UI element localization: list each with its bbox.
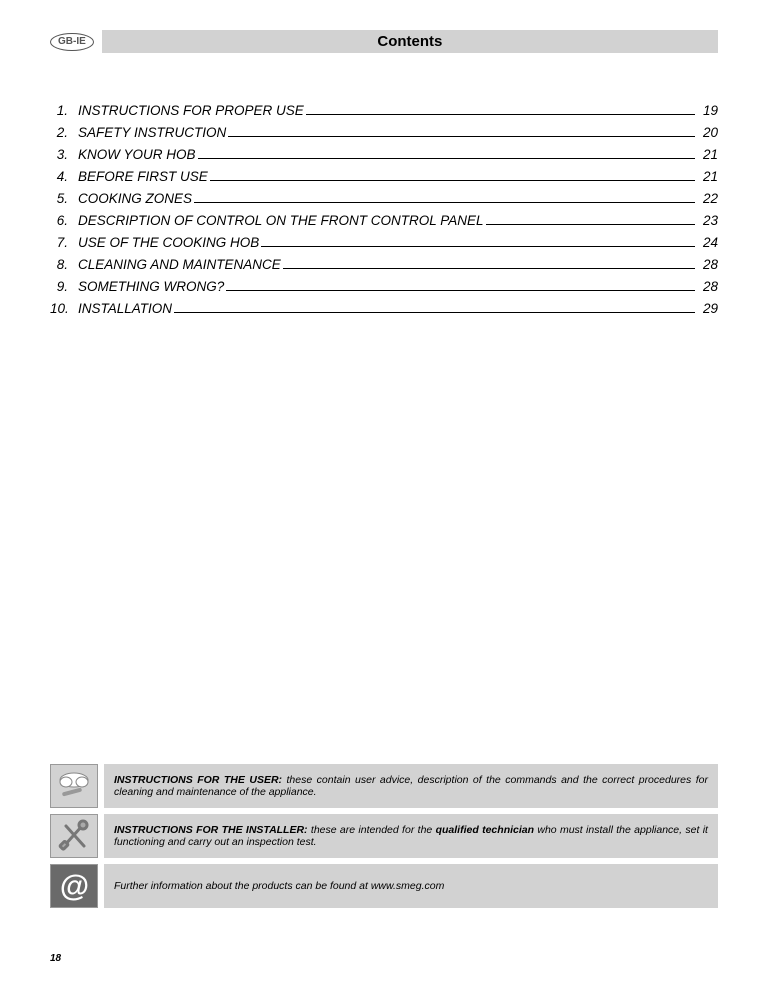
toc-page: 28 bbox=[699, 279, 718, 294]
toc-title: KNOW YOUR HOB bbox=[78, 147, 196, 162]
toc-row: 7. USE OF THE COOKING HOB 24 bbox=[50, 235, 718, 250]
info-web-row: @ Further information about the products… bbox=[50, 864, 718, 908]
toc-row: 2. SAFETY INSTRUCTION 20 bbox=[50, 125, 718, 140]
info-user-lead: INSTRUCTIONS FOR THE USER: bbox=[114, 774, 282, 786]
toc-row: 8. CLEANING AND MAINTENANCE 28 bbox=[50, 257, 718, 272]
toc-row: 6. DESCRIPTION OF CONTROL ON THE FRONT C… bbox=[50, 213, 718, 228]
info-installer-lead: INSTRUCTIONS FOR THE INSTALLER: bbox=[114, 824, 308, 836]
at-sign-icon: @ bbox=[50, 864, 98, 908]
toc-leader bbox=[486, 224, 695, 225]
toc-title: SOMETHING WRONG? bbox=[78, 279, 224, 294]
toc-number: 7. bbox=[50, 235, 78, 250]
toc-leader bbox=[261, 246, 695, 247]
toc-leader bbox=[174, 312, 695, 313]
toc-page: 23 bbox=[699, 213, 718, 228]
toc-leader bbox=[228, 136, 695, 137]
toc-number: 8. bbox=[50, 257, 78, 272]
toc-leader bbox=[226, 290, 695, 291]
info-installer-mid: these are intended for the bbox=[308, 824, 436, 836]
toc-leader bbox=[306, 114, 695, 115]
info-user-text: INSTRUCTIONS FOR THE USER: these contain… bbox=[104, 764, 718, 808]
toc-title: BEFORE FIRST USE bbox=[78, 169, 208, 184]
toc-number: 5. bbox=[50, 191, 78, 206]
toc-row: 10. INSTALLATION 29 bbox=[50, 301, 718, 316]
table-of-contents: 1. INSTRUCTIONS FOR PROPER USE 19 2. SAF… bbox=[50, 103, 718, 316]
toc-row: 3. KNOW YOUR HOB 21 bbox=[50, 147, 718, 162]
toc-number: 2. bbox=[50, 125, 78, 140]
toc-page: 21 bbox=[699, 147, 718, 162]
toc-title: INSTALLATION bbox=[78, 301, 172, 316]
page-title: Contents bbox=[102, 30, 718, 53]
info-user-row: INSTRUCTIONS FOR THE USER: these contain… bbox=[50, 764, 718, 808]
toc-title: SAFETY INSTRUCTION bbox=[78, 125, 226, 140]
toc-page: 20 bbox=[699, 125, 718, 140]
toc-number: 10. bbox=[50, 301, 78, 316]
info-web-text: Further information about the products c… bbox=[104, 864, 718, 908]
toc-page: 24 bbox=[699, 235, 718, 250]
toc-row: 1. INSTRUCTIONS FOR PROPER USE 19 bbox=[50, 103, 718, 118]
toc-page: 19 bbox=[699, 103, 718, 118]
toc-title: USE OF THE COOKING HOB bbox=[78, 235, 259, 250]
toc-leader bbox=[210, 180, 695, 181]
toc-page: 21 bbox=[699, 169, 718, 184]
toc-page: 29 bbox=[699, 301, 718, 316]
toc-number: 1. bbox=[50, 103, 78, 118]
header-row: GB-IE Contents bbox=[50, 30, 718, 53]
info-installer-text: INSTRUCTIONS FOR THE INSTALLER: these ar… bbox=[104, 814, 718, 858]
page-number: 18 bbox=[50, 953, 61, 964]
toc-title: COOKING ZONES bbox=[78, 191, 192, 206]
info-installer-bold: qualified technician bbox=[436, 824, 534, 836]
toc-row: 5. COOKING ZONES 22 bbox=[50, 191, 718, 206]
toc-number: 4. bbox=[50, 169, 78, 184]
toc-row: 9. SOMETHING WRONG? 28 bbox=[50, 279, 718, 294]
toc-title: DESCRIPTION OF CONTROL ON THE FRONT CONT… bbox=[78, 213, 484, 228]
info-section: INSTRUCTIONS FOR THE USER: these contain… bbox=[50, 764, 718, 914]
toc-number: 3. bbox=[50, 147, 78, 162]
toc-leader bbox=[198, 158, 695, 159]
toc-leader bbox=[194, 202, 695, 203]
toc-page: 28 bbox=[699, 257, 718, 272]
toc-title: CLEANING AND MAINTENANCE bbox=[78, 257, 281, 272]
svg-text:@: @ bbox=[59, 870, 88, 903]
toc-number: 9. bbox=[50, 279, 78, 294]
toc-row: 4. BEFORE FIRST USE 21 bbox=[50, 169, 718, 184]
info-installer-row: INSTRUCTIONS FOR THE INSTALLER: these ar… bbox=[50, 814, 718, 858]
toc-title: INSTRUCTIONS FOR PROPER USE bbox=[78, 103, 304, 118]
toc-leader bbox=[283, 268, 695, 269]
tools-icon bbox=[50, 814, 98, 858]
language-badge: GB-IE bbox=[50, 33, 94, 51]
toc-number: 6. bbox=[50, 213, 78, 228]
cloud-brush-icon bbox=[50, 764, 98, 808]
toc-page: 22 bbox=[699, 191, 718, 206]
